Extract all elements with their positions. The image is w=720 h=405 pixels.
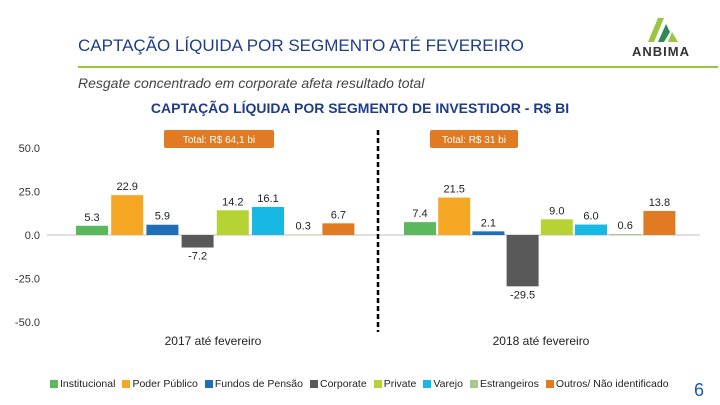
bar (609, 233, 642, 235)
legend-swatch (545, 380, 554, 388)
page-subtitle: Resgate concentrado em corporate afeta r… (78, 75, 425, 91)
bar (181, 235, 214, 248)
legend-item: Private (373, 378, 417, 390)
legend-item: Poder Público (122, 378, 198, 390)
page-title: CAPTAÇÃO LÍQUIDA POR SEGMENTO ATÉ FEVERE… (78, 36, 524, 55)
bar (438, 197, 471, 235)
bar-value-label: 22.9 (116, 181, 137, 193)
bar (506, 235, 539, 287)
bar-chart: 50.0 25.0 0.0 -25.0 -50.0 5.3 22.9 5.9 -7.2 14.2 1… (15, 130, 700, 348)
legend-item: Outros/ Não identificado (545, 378, 669, 390)
bar-value-label: 2.1 (481, 217, 496, 229)
legend-label: Corporate (319, 378, 367, 390)
bar-value-label: -7.2 (188, 251, 207, 263)
bar-value-label: -29.5 (510, 289, 535, 301)
bar-value-label: 16.1 (257, 193, 278, 205)
legend-label: Outros/ Não identificado (555, 378, 669, 390)
chart-legend: Institucional Poder Público Fundos de Pens… (50, 378, 710, 390)
legend-swatch (469, 380, 478, 388)
legend-item: Varejo (423, 378, 463, 390)
title-underline (78, 66, 718, 68)
y-tick-label: -50.0 (15, 317, 40, 329)
page-number: 6 (693, 380, 704, 400)
bar-value-label: 0.3 (296, 220, 311, 232)
bar-value-label: 14.2 (222, 196, 243, 208)
total-badge (164, 130, 274, 148)
bar (575, 224, 607, 235)
legend-label: Institucional (60, 378, 116, 390)
bar-value-label: 0.6 (618, 220, 633, 232)
bar-value-label: 5.9 (155, 211, 170, 223)
legend-swatch (50, 380, 58, 388)
legend-label: Poder Público (132, 378, 198, 390)
legend-label: Private (383, 378, 417, 390)
legend-swatch (373, 380, 382, 388)
bar-value-label: 6.0 (583, 211, 598, 223)
chart-title: CAPTAÇÃO LÍQUIDA POR SEGMENTO DE INVESTI… (150, 100, 570, 116)
y-tick-label: 25.0 (19, 187, 40, 199)
bar-value-label: 7.4 (412, 208, 427, 220)
legend-label: Varejo (433, 378, 463, 390)
bar (472, 231, 505, 235)
legend-swatch (204, 380, 213, 388)
bar (287, 234, 320, 236)
legend-item: Institucional (50, 378, 115, 390)
bar-value-label: 13.8 (649, 197, 670, 209)
legend-item: Fundos de Pensão (204, 378, 303, 390)
logo-text: ANBIMA (632, 44, 690, 59)
total-badge-label: Total: R$ 64,1 bi (183, 135, 255, 146)
bar-value-label: 6.7 (331, 209, 346, 221)
category-label: 2017 até fevereiro (165, 334, 262, 348)
y-tick-label: -25.0 (15, 274, 40, 286)
bar (404, 222, 436, 235)
anbima-logo-icon (648, 18, 678, 42)
total-badge-label: Total: R$ 31 bi (442, 135, 506, 146)
legend-swatch (423, 380, 432, 388)
total-badge (430, 130, 518, 148)
bar (146, 224, 179, 235)
legend-label: Fundos de Pensão (214, 378, 303, 390)
bar-value-label: 5.3 (84, 212, 99, 224)
bar-value-label: 9.0 (549, 205, 564, 217)
legend-swatch (122, 380, 131, 388)
legend-swatch (309, 380, 318, 388)
bar (111, 195, 144, 235)
category-label: 2018 até fevereiro (493, 334, 590, 348)
bar (322, 223, 355, 235)
legend-label: Estrangeiros (479, 378, 539, 390)
anbima-logo: ANBIMA (620, 14, 702, 66)
bar (540, 219, 573, 235)
y-tick-label: 50.0 (19, 143, 40, 155)
y-tick-label: 0.0 (25, 230, 40, 242)
bar (252, 206, 284, 235)
bar (643, 210, 676, 235)
legend-item: Corporate (309, 378, 367, 390)
bar (216, 210, 249, 235)
legend-item: Estrangeiros (469, 378, 539, 390)
bar-value-label: 21.5 (443, 184, 464, 196)
bar (76, 225, 108, 235)
